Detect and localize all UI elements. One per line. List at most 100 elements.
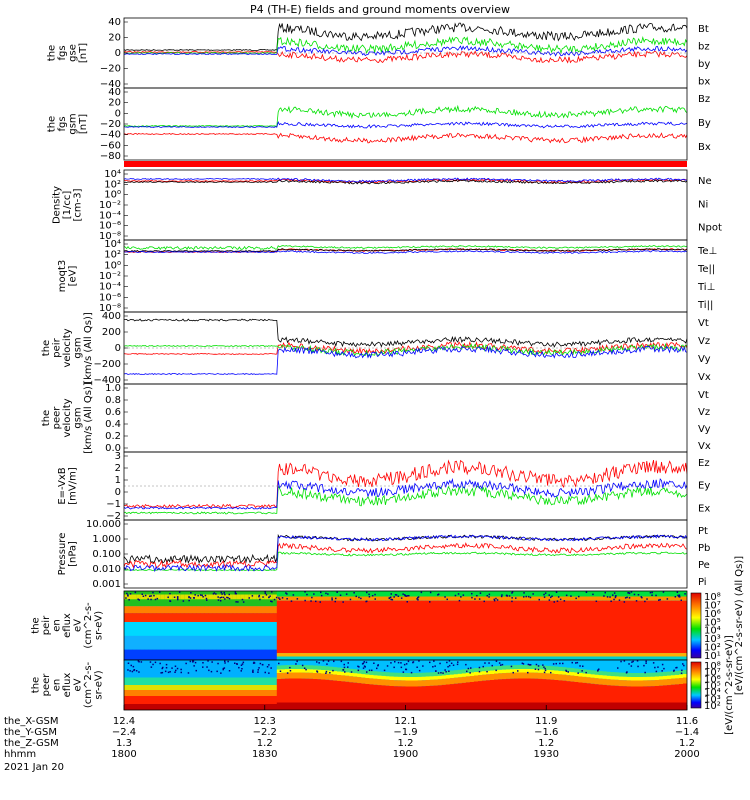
heatmap-cell <box>642 660 648 673</box>
heatmap-cell <box>361 683 366 703</box>
heatmap-cell <box>357 702 362 710</box>
heatmap-cell <box>264 690 270 696</box>
heatmap-cell <box>148 696 153 704</box>
heatmap-cell <box>550 653 555 657</box>
heatmap-cell <box>614 600 620 654</box>
heatmap-speck <box>471 596 473 599</box>
heatmap-speck <box>517 670 519 672</box>
heatmap-cell <box>409 600 415 654</box>
heatmap-cell <box>526 672 531 679</box>
heatmap-speck <box>679 596 681 598</box>
heatmap-speck <box>663 667 665 670</box>
heatmap-cell <box>542 679 547 703</box>
heatmap-speck <box>476 595 478 597</box>
heatmap-cell <box>389 676 394 680</box>
heatmap-cell <box>554 702 559 710</box>
heatmap-cell <box>216 660 222 678</box>
heatmap-cell <box>602 600 608 654</box>
heatmap-cell <box>578 653 583 657</box>
heatmap-cell <box>144 622 149 636</box>
heatmap-speck <box>582 665 584 667</box>
heatmap-cell <box>622 676 628 681</box>
heatmap-speck <box>127 594 129 596</box>
heatmap-cell <box>614 591 620 597</box>
heatmap-cell <box>558 596 563 601</box>
ylabel-line: the <box>31 677 42 693</box>
heatmap-cell <box>614 672 620 677</box>
heatmap-cell <box>200 690 205 696</box>
heatmap-cell <box>240 606 246 614</box>
heatmap-cell <box>425 660 431 673</box>
heatmap-cell <box>614 660 620 673</box>
heatmap-cell <box>421 686 427 703</box>
heatmap-cell <box>200 622 205 636</box>
heatmap-cell <box>180 635 185 650</box>
heatmap-cell <box>554 600 559 654</box>
heatmap-cell <box>425 680 431 686</box>
heatmap-cell <box>337 681 342 703</box>
heatmap-speck <box>373 662 375 664</box>
heatmap-cell <box>309 591 314 597</box>
heatmap-cell <box>674 591 680 597</box>
heatmap-cell <box>558 600 563 654</box>
heatmap-cell <box>124 649 129 660</box>
heatmap-cell <box>666 685 672 703</box>
traces-temperature <box>124 245 687 254</box>
heatmap-cell <box>534 653 539 657</box>
heatmap-cell <box>485 674 491 681</box>
ylabel-line: velocity <box>62 328 73 367</box>
heatmap-cell <box>184 635 189 650</box>
heatmap-cell <box>610 596 616 601</box>
heatmap-cell <box>393 702 398 710</box>
heatmap-cell <box>333 702 338 710</box>
series-pi-line <box>124 534 687 573</box>
heatmap-speck <box>152 591 154 594</box>
heatmap-cell <box>606 656 612 660</box>
heatmap-cell <box>489 653 495 657</box>
heatmap-cell <box>683 670 687 674</box>
heatmap-cell <box>248 622 254 636</box>
series-bt-line <box>124 22 687 51</box>
heatmap-speck <box>173 596 176 598</box>
heatmap-cell <box>502 596 507 601</box>
heatmap-cell <box>152 594 157 600</box>
heatmap-cell <box>244 660 250 678</box>
heatmap-cell <box>176 696 181 704</box>
heatmap-cell <box>381 679 386 686</box>
heatmap-cell <box>357 596 362 601</box>
heatmap-cell <box>433 600 439 654</box>
heatmap-speck <box>182 600 185 602</box>
heatmap-cell <box>180 685 185 690</box>
heatmap-speck <box>241 598 244 601</box>
heatmap-speck <box>478 670 481 673</box>
heatmap-cell <box>538 660 543 666</box>
heatmap-cell <box>292 591 298 597</box>
heatmap-cell <box>473 672 479 676</box>
heatmap-cell <box>566 675 571 682</box>
heatmap-speck <box>154 661 157 664</box>
legend-entry: By <box>698 118 711 129</box>
heatmap-cell <box>232 690 238 696</box>
heatmap-cell <box>618 653 624 657</box>
heatmap-cell <box>441 678 447 685</box>
xaxis-value: 12.1 <box>394 716 416 727</box>
ylabel-line: fgs <box>57 45 68 60</box>
heatmap-cell <box>409 702 415 710</box>
heatmap-speck <box>537 665 540 667</box>
heatmap-cell <box>489 702 495 710</box>
heatmap-cell <box>280 656 286 660</box>
heatmap-cell <box>385 653 390 657</box>
heatmap-cell <box>473 675 479 682</box>
heatmap-cell <box>369 702 374 710</box>
heatmap-speck <box>488 596 490 598</box>
heatmap-cell <box>453 656 459 660</box>
heatmap-cell <box>369 660 374 671</box>
heatmap-cell <box>453 653 459 657</box>
heatmap-cell <box>401 600 407 654</box>
heatmap-cell <box>224 704 230 710</box>
heatmap-cell <box>666 702 672 710</box>
heatmap-cell <box>498 600 503 654</box>
heatmap-speck <box>643 664 645 667</box>
ytick-label: 40 <box>108 87 121 98</box>
heatmap-cell <box>397 676 403 681</box>
